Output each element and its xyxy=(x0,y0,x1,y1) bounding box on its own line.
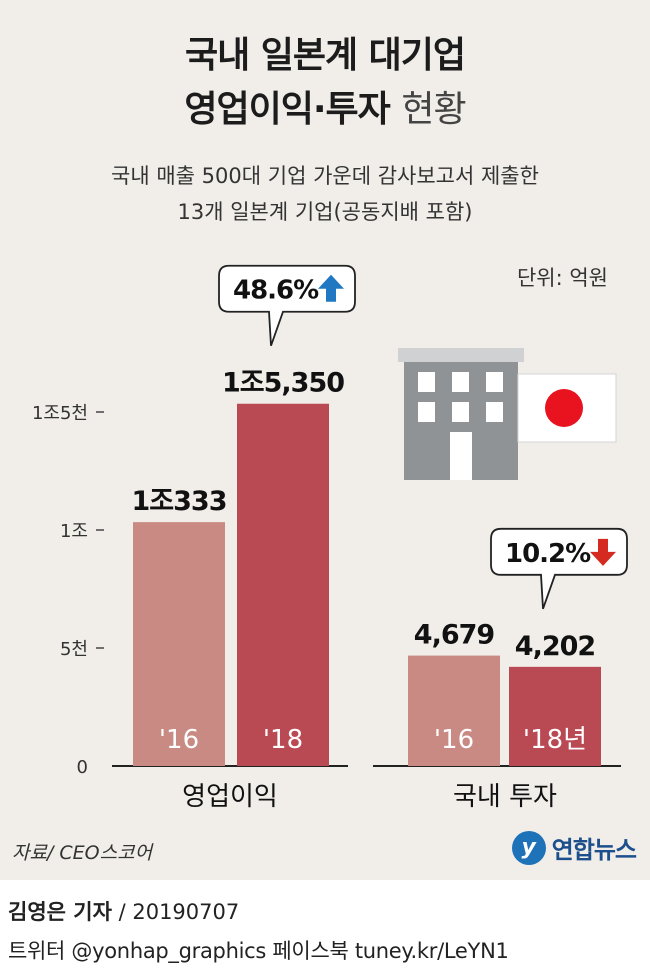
category-label: 영업이익 xyxy=(182,782,278,812)
bar xyxy=(133,522,225,766)
arrow-up-icon xyxy=(318,274,344,302)
reporter-name: 김영은 기자 xyxy=(8,900,112,924)
bar xyxy=(509,666,601,766)
y-axis: 0 5천 1조 1조5천 xyxy=(32,403,104,778)
year-label: '18년 xyxy=(523,725,587,755)
publish-date: / 20190707 xyxy=(111,900,240,924)
flag-circle xyxy=(545,389,583,427)
y-tick-label: 1조5천 xyxy=(32,403,88,424)
value-label: 4,679 xyxy=(414,620,495,651)
change-label: 48.6% xyxy=(233,276,319,306)
chart-title-bold: 영업이익·투자 xyxy=(184,89,390,130)
value-label: 1조5,350 xyxy=(222,368,344,399)
logo-mark-icon: y xyxy=(511,830,546,865)
arrow-down-icon xyxy=(590,538,616,566)
yonhap-logo: y 연합뉴스 xyxy=(511,830,637,865)
social-links: 트위터 @yonhap_graphics 페이스북 tuney.kr/LeYN1 xyxy=(8,939,509,963)
change-callout xyxy=(490,527,628,610)
building-flag-illustration xyxy=(398,348,617,480)
subtitle-line1: 국내 매출 500대 기업 가운데 감사보고서 제출한 xyxy=(111,164,539,188)
unit-label: 단위: 억원 xyxy=(516,266,608,290)
chart-title-line1: 국내 일본계 대기업 xyxy=(184,35,466,76)
logo-text: 연합뉴스 xyxy=(551,836,637,864)
y-tick-label: 5천 xyxy=(60,639,88,660)
change-label: 10.2% xyxy=(505,539,591,569)
bars: 영업이익 1조333 '16 1조5,350 '18 48.6% 국내 투자 4,679 '16… xyxy=(112,264,628,812)
subtitle-line2: 13개 일본계 기업(공동지배 포함) xyxy=(177,200,473,224)
bar xyxy=(408,655,500,766)
y-tick-label: 0 xyxy=(77,757,88,778)
chart-title-light: 현황 xyxy=(401,89,466,130)
source-note: 자료/ CEO스코어 xyxy=(12,842,153,864)
chart-title-line2: 영업이익·투자 현황 xyxy=(0,80,650,132)
building-roof xyxy=(398,348,524,362)
year-label: '16 xyxy=(159,725,199,755)
year-label: '18 xyxy=(263,725,303,755)
value-label: 1조333 xyxy=(132,486,227,517)
y-tick-label: 1조 xyxy=(60,521,88,542)
bar xyxy=(237,403,329,766)
category-label: 국내 투자 xyxy=(453,782,557,812)
value-label: 4,202 xyxy=(515,631,595,662)
reporter-credit: 김영은 기자 / 20190707 xyxy=(8,896,239,926)
bar-chart: 0 5천 1조 1조5천 영업이익 1조333 '16 1조5,350 '18 48.6% 국내 … xyxy=(32,264,628,812)
year-label: '16 xyxy=(434,725,474,755)
